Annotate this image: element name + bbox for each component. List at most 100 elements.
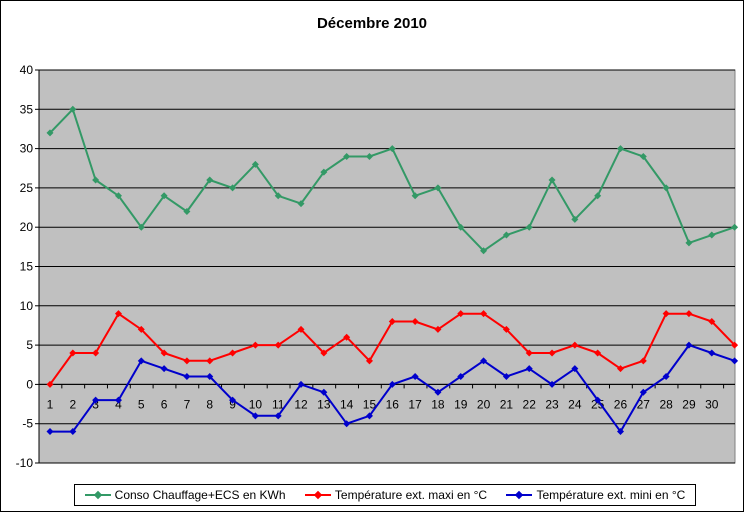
x-tick-label: 18 [431, 397, 445, 411]
x-tick-label: 26 [614, 397, 628, 411]
x-tick-label: 7 [184, 397, 191, 411]
data-point [274, 412, 282, 420]
data-point [137, 223, 145, 231]
x-tick-label: 22 [523, 397, 537, 411]
data-point [457, 373, 465, 381]
data-point [594, 349, 602, 357]
x-tick-label: 27 [637, 397, 651, 411]
data-point [183, 373, 191, 381]
data-point [662, 373, 670, 381]
data-point [480, 310, 488, 318]
data-point [525, 349, 533, 357]
data-point [411, 192, 419, 200]
data-point [502, 325, 510, 333]
data-point [662, 310, 670, 318]
data-point [320, 168, 328, 176]
data-point [502, 231, 510, 239]
x-tick-label: 21 [500, 397, 514, 411]
data-point [229, 184, 237, 192]
legend-item-conso: Conso Chauffage+ECS en KWh [84, 488, 286, 502]
data-point [92, 396, 100, 404]
data-point [274, 192, 282, 200]
data-point [92, 349, 100, 357]
x-tick-label: 29 [682, 397, 696, 411]
data-point [183, 357, 191, 365]
x-tick-label: 4 [115, 397, 122, 411]
data-point [69, 349, 77, 357]
data-point [251, 412, 259, 420]
data-point [480, 247, 488, 255]
data-point [685, 239, 693, 247]
data-point [46, 380, 54, 388]
data-point [229, 349, 237, 357]
x-tick-label: 9 [229, 397, 236, 411]
x-tick-label: 2 [69, 397, 76, 411]
y-tick-label: 15 [20, 260, 34, 274]
data-point [343, 333, 351, 341]
legend-key-temp-mini [506, 490, 533, 500]
chart-title: Décembre 2010 [316, 15, 428, 32]
data-point [365, 152, 373, 160]
legend-item-temp-mini: Température ext. mini en °C [506, 488, 685, 502]
data-point [616, 145, 624, 153]
data-point [297, 325, 305, 333]
y-tick-label: 25 [20, 181, 34, 195]
data-point [388, 380, 396, 388]
data-point [388, 145, 396, 153]
data-point [548, 380, 556, 388]
legend: Conso Chauffage+ECS en KWh Température e… [74, 484, 696, 506]
x-tick-label: 10 [249, 397, 263, 411]
x-tick-label: 25 [591, 397, 605, 411]
data-point [160, 349, 168, 357]
x-tick-label: 3 [92, 397, 99, 411]
data-point [297, 380, 305, 388]
legend-label-temp-mini: Température ext. mini en °C [536, 488, 686, 502]
data-point [594, 192, 602, 200]
x-tick-label: 20 [477, 397, 491, 411]
x-tick-label: 1 [47, 397, 54, 411]
data-point [571, 341, 579, 349]
legend-key-temp-maxi [304, 490, 331, 500]
data-point [251, 160, 259, 168]
data-point [639, 357, 647, 365]
legend-item-temp-maxi: Température ext. maxi en °C [304, 488, 487, 502]
data-point [274, 341, 282, 349]
data-point [639, 388, 647, 396]
data-point [137, 325, 145, 333]
x-tick-label: 5 [138, 397, 145, 411]
data-point [708, 349, 716, 357]
y-tick-label: -5 [22, 417, 33, 431]
data-point [571, 365, 579, 373]
legend-key-conso [84, 490, 111, 500]
legend-label-conso: Conso Chauffage+ECS en KWh [114, 488, 286, 502]
data-point [434, 325, 442, 333]
data-point [388, 318, 396, 326]
y-tick-label: 20 [20, 220, 34, 234]
x-tick-label: 15 [363, 397, 377, 411]
data-point [343, 420, 351, 428]
y-tick-label: 40 [20, 63, 34, 77]
data-point [365, 357, 373, 365]
data-point [206, 357, 214, 365]
y-tick-label: 10 [20, 299, 34, 313]
data-point [114, 310, 122, 318]
data-point [548, 176, 556, 184]
x-tick-label: 12 [294, 397, 308, 411]
data-point [183, 207, 191, 215]
data-point [639, 152, 647, 160]
data-point [525, 223, 533, 231]
data-point [708, 231, 716, 239]
data-point [92, 176, 100, 184]
data-point [434, 388, 442, 396]
data-point [685, 341, 693, 349]
x-tick-label: 19 [454, 397, 468, 411]
data-point [731, 341, 739, 349]
data-point [114, 192, 122, 200]
data-point [297, 200, 305, 208]
x-tick-label: 30 [705, 397, 719, 411]
data-point [365, 412, 373, 420]
data-point [411, 318, 419, 326]
data-point [616, 365, 624, 373]
